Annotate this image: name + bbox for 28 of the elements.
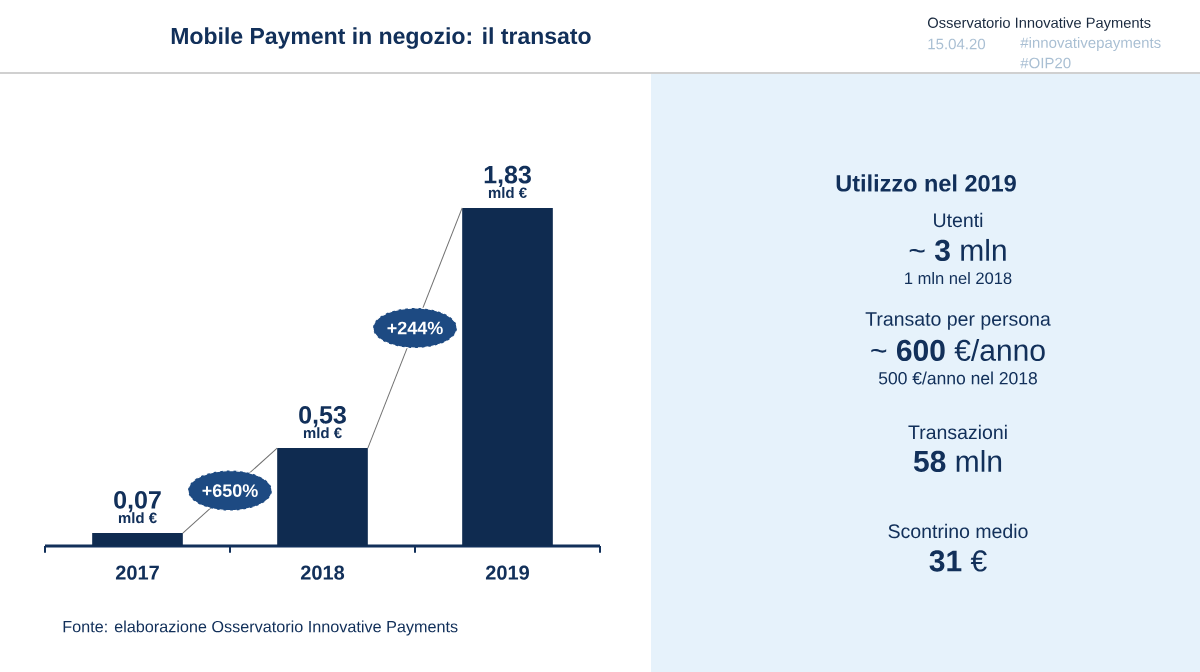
x-tick-label: 2019 — [485, 565, 529, 580]
text: Utilizzo nel 2019 — [836, 174, 1016, 192]
text: ~ 600 €/anno — [871, 338, 1045, 362]
text: 58 mln — [913, 449, 1002, 473]
annotation: mld € — [488, 187, 527, 199]
annotation: +244% — [387, 321, 443, 335]
annotation: +650% — [202, 484, 258, 497]
chart-title: Mobile Payment in negozio: il transato — [171, 27, 591, 49]
annotation: mld € — [303, 427, 342, 439]
text: #OIP20 — [1020, 57, 1071, 69]
annotation: mld € — [118, 512, 157, 524]
text: Transazioni — [908, 424, 1007, 440]
text: Osservatorio Innovative Payments — [927, 17, 1151, 31]
data-label: 0,07 — [114, 490, 161, 513]
x-tick-label: 2017 — [115, 565, 159, 580]
text: 500 €/anno nel 2018 — [878, 371, 1037, 385]
text: Transato per persona — [865, 312, 1051, 330]
text: 15.04.20 — [928, 38, 986, 50]
text: #innovativepayments — [1020, 37, 1161, 51]
data-label: 0,53 — [299, 405, 346, 428]
text: ~ 3 mln — [909, 238, 1006, 262]
text: Utenti — [934, 212, 983, 228]
text: 1 mln nel 2018 — [905, 271, 1012, 285]
data-label: 1,83 — [484, 165, 531, 188]
text: Scontrino medio — [888, 523, 1028, 539]
source-note: Fonte: elaborazione Osservatorio Innovative Payments — [63, 620, 458, 636]
text: 31 € — [929, 550, 987, 572]
x-tick-label: 2018 — [300, 565, 345, 580]
